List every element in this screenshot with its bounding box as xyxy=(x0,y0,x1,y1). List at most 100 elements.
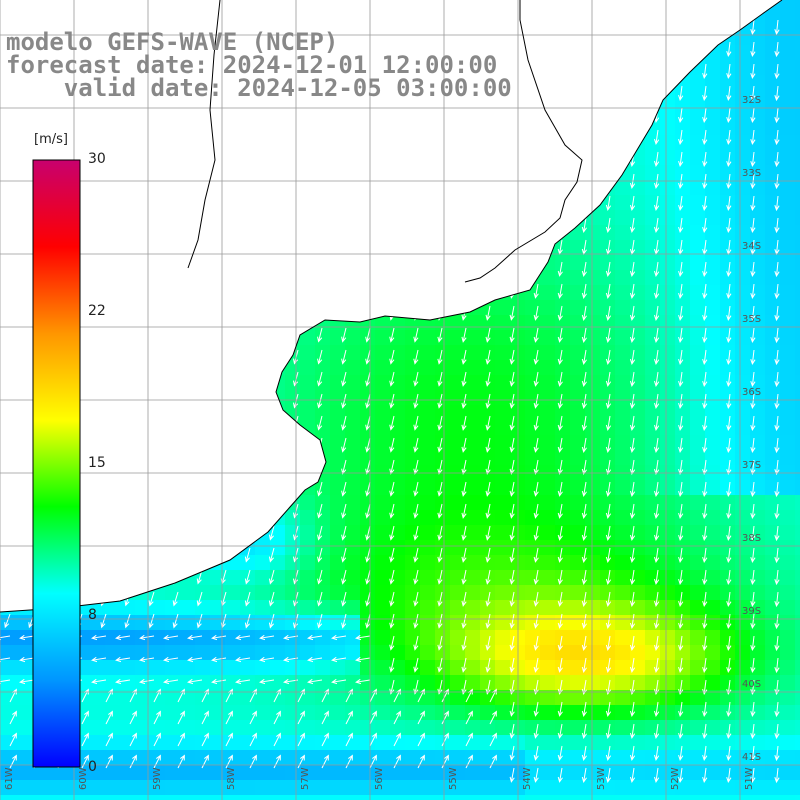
field-cell xyxy=(270,765,286,781)
wind-arrow xyxy=(678,547,684,564)
field-cell xyxy=(585,15,601,31)
field-cell xyxy=(645,75,661,91)
field-cell xyxy=(570,45,586,61)
field-cell xyxy=(420,225,436,241)
field-cell xyxy=(0,255,16,271)
wind-arrow xyxy=(417,710,425,725)
field-cell xyxy=(765,15,781,31)
field-cell xyxy=(675,285,691,301)
field-cell xyxy=(330,750,346,766)
wind-arrow xyxy=(533,393,539,409)
field-cell xyxy=(15,450,31,466)
lat-label: 36S xyxy=(742,387,761,398)
field-cell xyxy=(540,210,556,226)
field-cell xyxy=(90,735,106,751)
field-cell xyxy=(300,585,316,601)
field-cell xyxy=(270,315,286,331)
field-cell xyxy=(150,795,166,800)
field-cell xyxy=(585,540,601,556)
field-cell xyxy=(330,450,346,466)
wind-arrow xyxy=(750,415,756,432)
field-cell xyxy=(465,780,481,796)
field-cell xyxy=(255,720,271,736)
field-cell xyxy=(360,105,376,121)
field-cell xyxy=(165,420,181,436)
field-cell xyxy=(705,0,721,16)
field-cell xyxy=(735,510,751,526)
wind-arrow xyxy=(268,305,275,321)
field-cell xyxy=(555,90,571,106)
field-cell xyxy=(360,225,376,241)
field-cell xyxy=(795,120,800,136)
field-cell xyxy=(90,750,106,766)
field-cell xyxy=(330,105,346,121)
field-cell xyxy=(675,690,691,706)
field-cell xyxy=(195,495,211,511)
wind-arrow xyxy=(341,107,347,123)
wind-arrow xyxy=(124,371,131,387)
wind-arrow xyxy=(91,678,107,685)
field-cell xyxy=(780,360,796,376)
field-cell xyxy=(540,765,556,781)
field-cell xyxy=(660,195,676,211)
field-cell xyxy=(0,765,16,781)
field-cell xyxy=(405,480,421,496)
field-cell xyxy=(735,720,751,736)
wind-arrow xyxy=(437,503,443,519)
field-cell xyxy=(480,195,496,211)
field-cell xyxy=(720,780,736,796)
field-cell xyxy=(105,600,121,616)
field-cell xyxy=(450,540,466,556)
field-cell xyxy=(300,555,316,571)
field-cell xyxy=(570,300,586,316)
field-cell xyxy=(555,495,571,511)
wind-arrow xyxy=(581,393,587,409)
wind-arrow xyxy=(678,261,684,278)
field-cell xyxy=(720,240,736,256)
field-cell xyxy=(435,120,451,136)
field-cell xyxy=(105,345,121,361)
field-cell xyxy=(315,420,331,436)
field-cell xyxy=(780,570,796,586)
wind-arrow xyxy=(196,239,203,255)
field-cell xyxy=(645,690,661,706)
field-cell xyxy=(345,765,361,781)
field-cell xyxy=(210,540,226,556)
field-cell xyxy=(615,60,631,76)
wind-arrow xyxy=(533,767,539,783)
field-cell xyxy=(495,165,511,181)
wind-arrow xyxy=(389,261,395,277)
field-cell xyxy=(15,795,31,800)
field-cell xyxy=(570,15,586,31)
field-cell xyxy=(765,435,781,451)
field-cell xyxy=(660,675,676,691)
field-cell xyxy=(435,180,451,196)
wind-arrow xyxy=(485,437,491,453)
field-cell xyxy=(705,345,721,361)
field-cell xyxy=(645,255,661,271)
field-cell xyxy=(765,255,781,271)
wind-arrow xyxy=(244,261,251,277)
field-cell xyxy=(105,360,121,376)
field-cell xyxy=(330,645,346,661)
field-cell xyxy=(180,630,196,646)
field-cell xyxy=(330,585,346,601)
field-cell xyxy=(585,315,601,331)
field-cell xyxy=(555,555,571,571)
field-cell xyxy=(420,675,436,691)
wind-arrow xyxy=(702,85,708,102)
field-cell xyxy=(285,270,301,286)
wind-arrow xyxy=(678,349,684,366)
field-cell xyxy=(285,795,301,800)
field-cell xyxy=(660,255,676,271)
field-cell xyxy=(405,750,421,766)
wind-arrow xyxy=(557,371,563,387)
field-cell xyxy=(570,270,586,286)
field-cell xyxy=(795,90,800,106)
field-cell xyxy=(540,720,556,736)
field-cell xyxy=(690,525,706,541)
field-cell xyxy=(420,375,436,391)
field-cell xyxy=(405,630,421,646)
field-cell xyxy=(630,510,646,526)
wind-arrow xyxy=(509,327,515,343)
